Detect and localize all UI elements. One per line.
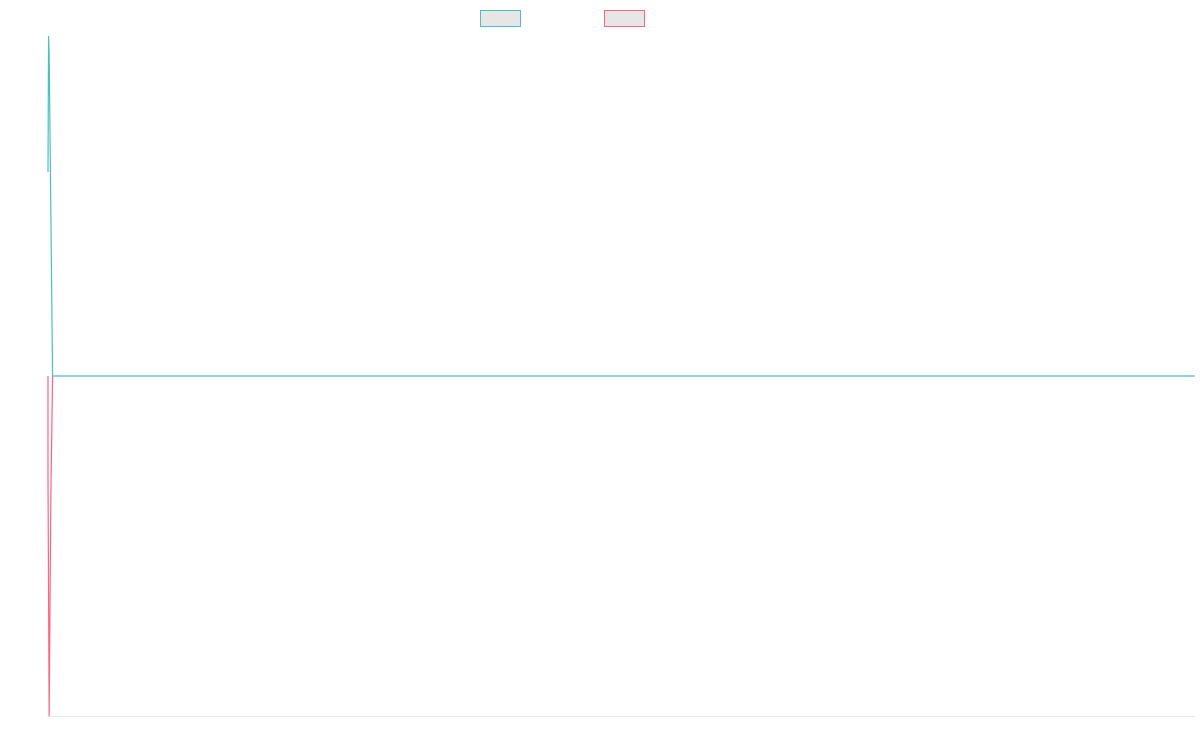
series-2-line xyxy=(47,375,54,717)
legend xyxy=(0,9,1200,27)
series-1-line xyxy=(47,35,1195,377)
legend-swatch-series-2 xyxy=(604,9,645,27)
legend-item-series-1[interactable] xyxy=(480,9,527,27)
legend-swatch-series-1 xyxy=(480,9,521,27)
legend-item-series-2[interactable] xyxy=(604,9,651,27)
series-layer xyxy=(47,35,1195,717)
